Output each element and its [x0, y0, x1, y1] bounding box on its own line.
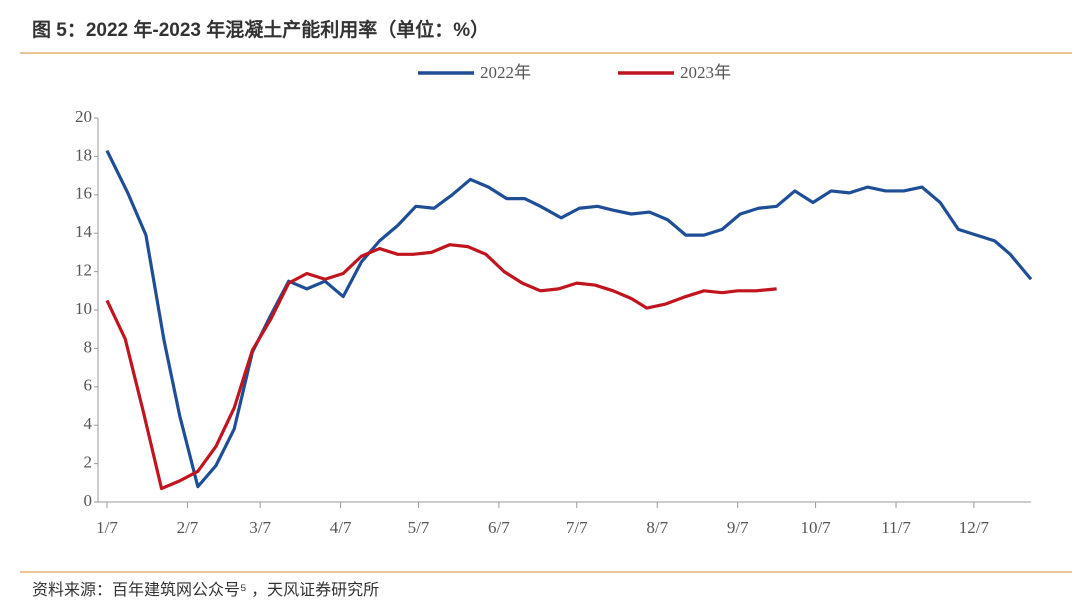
x-tick-label: 10/7 — [800, 518, 831, 537]
y-tick-label: 10 — [75, 299, 92, 318]
x-tick-label: 11/7 — [881, 518, 911, 537]
y-tick-label: 2 — [84, 453, 93, 472]
x-tick-label: 8/7 — [646, 518, 668, 537]
data-line — [105, 243, 777, 491]
x-tick-label: 3/7 — [249, 518, 271, 537]
x-tick-label: 12/7 — [959, 518, 990, 537]
y-tick-label: 8 — [84, 337, 93, 356]
chart-title: 图 5：2022 年-2023 年混凝土产能利用率（单位：%） — [32, 18, 489, 41]
x-tick-label: 2/7 — [177, 518, 199, 537]
y-tick-label: 12 — [75, 261, 92, 280]
x-tick-label: 1/7 — [96, 518, 118, 537]
y-tick-label: 0 — [84, 491, 93, 510]
x-tick-label: 4/7 — [330, 518, 352, 537]
y-tick-label: 4 — [84, 414, 93, 433]
x-tick-label: 9/7 — [727, 518, 749, 537]
x-tick-label: 6/7 — [488, 518, 510, 537]
x-tick-label: 5/7 — [408, 518, 430, 537]
y-tick-label: 18 — [75, 145, 92, 164]
source-note: 资料来源：百年建筑网公众号⁵ ，天风证券研究所 — [32, 581, 379, 599]
y-tick-label: 16 — [75, 184, 92, 203]
y-tick-label: 6 — [84, 376, 93, 395]
y-tick-label: 20 — [75, 107, 92, 126]
y-tick-label: 14 — [75, 222, 93, 241]
legend-label: 2023年 — [680, 63, 731, 82]
data-line — [105, 149, 1033, 489]
legend-label: 2022年 — [480, 63, 531, 82]
x-tick-label: 7/7 — [566, 518, 588, 537]
